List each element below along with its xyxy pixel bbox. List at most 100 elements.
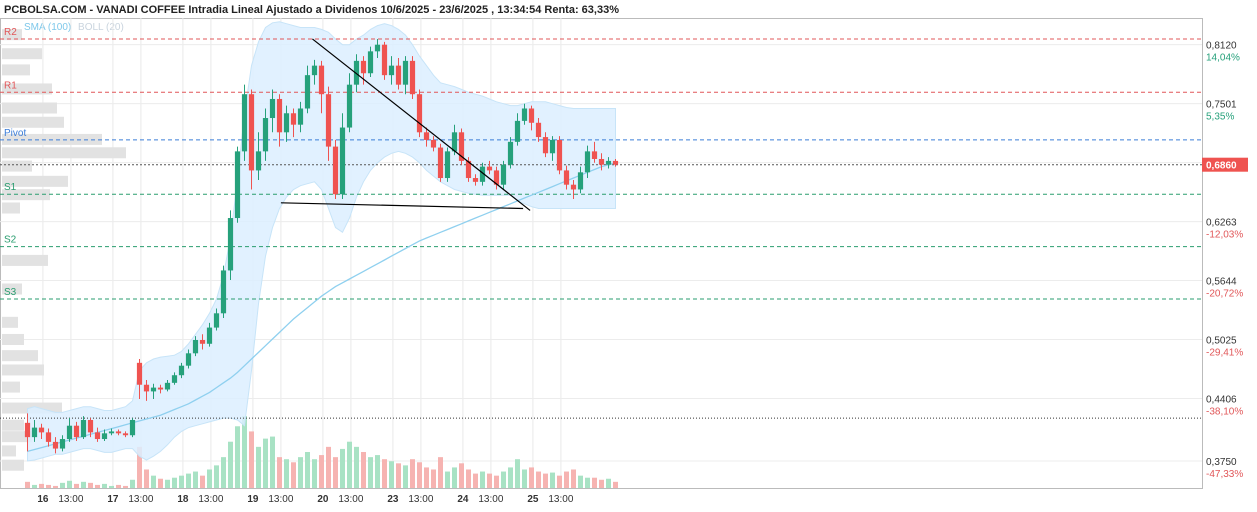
volume-bar bbox=[515, 459, 520, 488]
candle-body bbox=[409, 60, 416, 95]
volume-profile-bar bbox=[2, 283, 22, 295]
candle-body bbox=[108, 431, 115, 434]
candle bbox=[276, 94, 283, 147]
volume-bar bbox=[347, 441, 352, 488]
candle bbox=[171, 372, 178, 385]
candle bbox=[598, 153, 605, 171]
candle bbox=[535, 118, 542, 142]
candle-body bbox=[535, 122, 542, 138]
last-price-tag bbox=[1202, 157, 1248, 172]
level-label-s3: S3 bbox=[4, 287, 17, 298]
candle-body bbox=[220, 270, 227, 314]
x-tick-label: 17 bbox=[107, 494, 119, 505]
candle-body bbox=[185, 353, 192, 366]
candle-body bbox=[472, 178, 479, 182]
candle-body bbox=[367, 51, 374, 74]
volume-bar bbox=[424, 467, 429, 488]
candle bbox=[549, 136, 556, 161]
candle-body bbox=[479, 166, 486, 182]
candle-body bbox=[388, 65, 395, 76]
candle bbox=[479, 162, 486, 186]
candle-body bbox=[24, 422, 31, 438]
candle-body bbox=[213, 313, 220, 328]
candle-body bbox=[486, 166, 493, 171]
candle-body bbox=[150, 387, 157, 392]
candle bbox=[199, 334, 206, 350]
volume-bar bbox=[256, 446, 261, 488]
volume-bar bbox=[32, 484, 37, 488]
candle-body bbox=[402, 60, 409, 85]
candle bbox=[437, 143, 444, 182]
volume-profile-bar bbox=[2, 431, 32, 443]
x-tick-label: 13:00 bbox=[408, 494, 433, 505]
candle bbox=[101, 429, 108, 441]
candle bbox=[269, 89, 276, 133]
volume-bar bbox=[445, 471, 450, 488]
x-tick-label: 18 bbox=[177, 494, 189, 505]
sma-legend-label[interactable]: SMA (100) bbox=[24, 22, 72, 33]
volume-bar bbox=[67, 480, 72, 488]
volume-profile-bar bbox=[2, 364, 44, 376]
volume-bar bbox=[312, 459, 317, 488]
x-tick-label: 24 bbox=[457, 494, 469, 505]
candle bbox=[444, 147, 451, 182]
candle-body bbox=[171, 375, 178, 383]
sma-line bbox=[27, 162, 616, 453]
candle-body bbox=[374, 44, 381, 52]
volume-bar bbox=[270, 436, 275, 488]
y-tick-label: 0,3750 bbox=[1206, 457, 1237, 468]
boll-legend-label[interactable]: BOLL (20) bbox=[78, 22, 124, 33]
volume-bar bbox=[543, 473, 548, 488]
volume-bar bbox=[291, 462, 296, 488]
volume-bar bbox=[473, 473, 478, 488]
candle-body bbox=[577, 172, 584, 190]
volume-bar bbox=[529, 467, 534, 488]
volume-profile-bar bbox=[2, 48, 42, 60]
candle bbox=[94, 427, 101, 442]
candle-body bbox=[101, 433, 108, 440]
volume-bar bbox=[25, 481, 30, 488]
level-label-s1: S1 bbox=[4, 182, 17, 193]
candle bbox=[430, 136, 437, 152]
volume-bar bbox=[123, 485, 128, 488]
candle bbox=[59, 435, 66, 452]
candle bbox=[570, 179, 577, 199]
volume-bar bbox=[228, 441, 233, 488]
candle-body bbox=[157, 387, 164, 390]
candle bbox=[507, 137, 514, 169]
volume-bar bbox=[172, 477, 177, 488]
candle bbox=[164, 379, 171, 392]
volume-profile-bar bbox=[2, 102, 57, 114]
volume-bar bbox=[179, 475, 184, 488]
candle-body bbox=[297, 108, 304, 125]
candle bbox=[388, 56, 395, 85]
chart-title: PCBOLSA.COM - VANADI COFFEE Intradia Lin… bbox=[4, 4, 619, 16]
volume-bar bbox=[508, 467, 513, 488]
trendline-1 bbox=[280, 202, 524, 210]
candle-body bbox=[465, 160, 472, 179]
volume-bar bbox=[214, 465, 219, 488]
candle-body bbox=[304, 75, 311, 109]
candle bbox=[612, 158, 619, 167]
candle-body bbox=[423, 132, 430, 140]
candle-body bbox=[353, 60, 360, 85]
volume-bar bbox=[102, 483, 107, 488]
candle bbox=[80, 416, 87, 440]
candle bbox=[514, 113, 521, 146]
candle-body bbox=[94, 432, 101, 440]
volume-bar bbox=[207, 469, 212, 488]
candle bbox=[87, 418, 94, 438]
candle bbox=[206, 322, 213, 347]
level-label-s2: S2 bbox=[4, 235, 17, 246]
candle-body bbox=[437, 147, 444, 179]
candle bbox=[500, 160, 507, 190]
candle-body bbox=[283, 113, 290, 133]
candle bbox=[577, 166, 584, 194]
candle bbox=[493, 166, 500, 190]
x-tick-label: 13:00 bbox=[198, 494, 223, 505]
volume-profile-bar bbox=[2, 147, 126, 159]
volume-bar bbox=[522, 469, 527, 488]
volume-bar bbox=[88, 482, 93, 488]
candle bbox=[339, 113, 346, 199]
